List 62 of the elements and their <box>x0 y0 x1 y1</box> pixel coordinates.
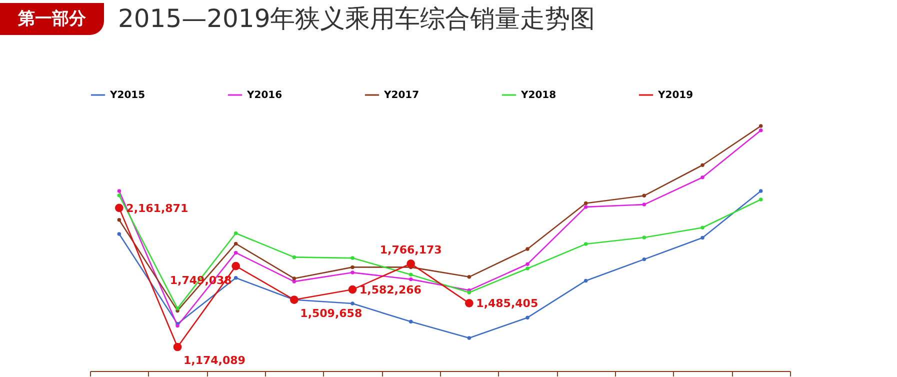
point <box>700 236 704 240</box>
point <box>117 189 122 193</box>
point <box>234 250 238 255</box>
point <box>117 218 122 222</box>
point <box>464 299 474 308</box>
data-label: 1,766,173 <box>380 244 442 257</box>
point <box>758 124 763 128</box>
point <box>642 257 646 262</box>
point <box>526 262 530 266</box>
text: 第一部分 <box>0 3 104 35</box>
point <box>700 176 704 180</box>
point <box>234 242 238 246</box>
point <box>117 194 122 198</box>
point <box>234 276 238 280</box>
point <box>408 277 413 282</box>
data-label: 1,485,405 <box>476 297 538 310</box>
point <box>467 275 472 279</box>
point <box>350 265 354 270</box>
legend-label: Y2019 <box>657 90 694 101</box>
point <box>584 278 588 283</box>
data-label: 1,174,089 <box>184 354 246 367</box>
legend-label: Y2017 <box>383 90 420 101</box>
point <box>292 255 296 260</box>
point <box>700 226 704 230</box>
point <box>350 302 354 306</box>
point <box>584 242 588 246</box>
data-label: 1,509,658 <box>300 306 362 320</box>
point <box>348 285 357 294</box>
point <box>642 194 646 198</box>
point <box>758 189 763 193</box>
point <box>642 236 646 240</box>
point <box>758 128 763 132</box>
point <box>526 266 530 270</box>
chart-title: 2015—2019年狭义乘用车综合销量走势图 <box>118 3 596 35</box>
point <box>232 262 240 270</box>
point <box>408 320 413 324</box>
point <box>467 290 472 294</box>
point <box>114 204 124 212</box>
data-label: 2,161,871 <box>126 202 188 215</box>
data-label: 1,582,266 <box>360 284 422 297</box>
point <box>526 247 530 251</box>
point <box>584 201 588 206</box>
point <box>292 280 296 284</box>
point <box>700 163 704 167</box>
point <box>176 306 180 310</box>
legend-label: Y2015 <box>109 90 146 101</box>
point <box>173 342 182 352</box>
point <box>117 232 122 236</box>
legend-label: Y2018 <box>520 90 556 101</box>
point <box>234 231 238 236</box>
point <box>408 272 413 277</box>
point <box>292 276 296 280</box>
point <box>584 205 588 209</box>
point <box>406 259 416 268</box>
point <box>642 202 646 206</box>
point <box>290 296 298 304</box>
point <box>467 336 472 340</box>
legend-label: Y2016 <box>246 90 282 101</box>
point <box>350 270 354 274</box>
point <box>526 316 530 320</box>
point <box>758 198 763 202</box>
point <box>350 256 354 260</box>
